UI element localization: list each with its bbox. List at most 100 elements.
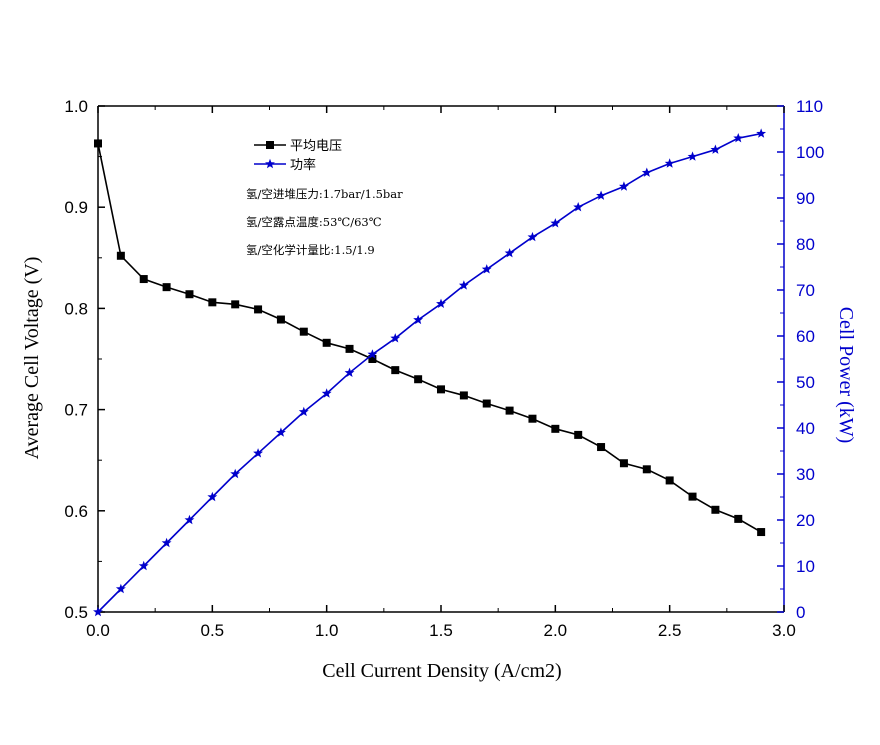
data-point-power bbox=[664, 158, 675, 168]
x-axis-title: Cell Current Density (A/cm2) bbox=[322, 660, 561, 682]
data-point-voltage bbox=[94, 139, 102, 148]
data-point-power bbox=[321, 388, 332, 398]
data-point-power bbox=[527, 231, 538, 242]
data-point-voltage bbox=[276, 315, 285, 324]
plot-frame bbox=[97, 105, 785, 613]
x-tick-label: 0.0 bbox=[86, 621, 110, 640]
y2-tick-label: 60 bbox=[796, 327, 815, 346]
data-point-power bbox=[93, 606, 103, 617]
data-point-voltage bbox=[482, 399, 491, 408]
data-point-voltage bbox=[551, 424, 560, 433]
data-point-voltage bbox=[254, 305, 263, 314]
annotation-stoichiometry: 氢/空化学计量比:1.5/1.9 bbox=[246, 243, 375, 257]
legend-label-voltage: 平均电压 bbox=[290, 139, 342, 154]
data-point-voltage bbox=[185, 290, 194, 299]
data-point-power bbox=[458, 280, 469, 290]
y2-tick-label: 70 bbox=[796, 281, 815, 300]
data-point-voltage bbox=[208, 298, 217, 307]
data-point-voltage bbox=[505, 406, 514, 415]
y2-tick-label: 30 bbox=[796, 465, 815, 484]
series-line-voltage bbox=[97, 143, 762, 533]
data-point-power bbox=[253, 448, 264, 458]
data-point-voltage bbox=[322, 338, 331, 347]
data-point-voltage bbox=[574, 430, 583, 439]
data-point-voltage bbox=[757, 528, 766, 537]
data-point-voltage bbox=[688, 492, 697, 501]
data-point-voltage bbox=[711, 505, 720, 514]
y-tick-label: 0.9 bbox=[64, 198, 88, 217]
data-point-power bbox=[413, 314, 424, 325]
data-point-power bbox=[344, 367, 355, 378]
data-point-power bbox=[367, 349, 378, 359]
data-point-power bbox=[207, 491, 218, 502]
data-point-voltage bbox=[437, 385, 445, 394]
data-point-power bbox=[298, 406, 309, 417]
data-point-power bbox=[641, 167, 652, 177]
data-point-voltage bbox=[734, 514, 743, 523]
x-tick-label: 1.0 bbox=[315, 621, 339, 640]
y2-tick-label: 0 bbox=[796, 603, 805, 622]
data-point-power bbox=[184, 514, 195, 525]
y2-axis-title: Cell Power (kW) bbox=[835, 307, 857, 444]
data-point-voltage bbox=[414, 375, 423, 384]
legend: 平均电压 功率 bbox=[254, 139, 342, 173]
data-point-power bbox=[618, 181, 629, 191]
data-point-power bbox=[138, 560, 149, 571]
data-point-power bbox=[115, 583, 126, 594]
y-axis-right: 0 10 20 30 40 50 60 70 80 90 100 110 bbox=[777, 97, 824, 622]
x-tick-label: 0.5 bbox=[201, 621, 225, 640]
y-axis-title: Average Cell Voltage (V) bbox=[21, 257, 43, 460]
y2-tick-label: 50 bbox=[796, 373, 815, 392]
annotation-pressure: 氢/空进堆压力:1.7bar/1.5bar bbox=[246, 187, 403, 201]
data-point-voltage bbox=[597, 443, 606, 452]
data-point-power bbox=[436, 298, 446, 309]
data-point-power bbox=[756, 128, 767, 138]
y-axis-left: 0.5 0.6 0.7 0.8 0.9 1.0 bbox=[64, 97, 105, 622]
data-point-power bbox=[687, 151, 698, 161]
y2-tick-label: 10 bbox=[796, 557, 815, 576]
x-axis: 0.0 0.5 1.0 1.5 2.0 2.5 3.0 bbox=[86, 106, 796, 640]
data-point-voltage bbox=[299, 327, 308, 336]
y2-tick-label: 110 bbox=[796, 97, 823, 116]
data-point-voltage bbox=[619, 459, 628, 468]
data-point-power bbox=[161, 537, 172, 548]
annotation-dewpoint: 氢/空露点温度:53℃/63℃ bbox=[246, 215, 382, 229]
data-point-power bbox=[573, 202, 584, 212]
y-tick-label: 0.7 bbox=[64, 401, 88, 420]
data-point-voltage bbox=[665, 476, 674, 485]
data-point-voltage bbox=[368, 355, 377, 363]
annotations: 氢/空进堆压力:1.7bar/1.5bar 氢/空露点温度:53℃/63℃ 氢/… bbox=[246, 187, 403, 257]
y2-tick-label: 90 bbox=[796, 189, 815, 208]
data-point-voltage bbox=[642, 465, 651, 474]
legend-item-power: 功率 bbox=[254, 157, 316, 173]
data-point-power bbox=[596, 190, 607, 200]
data-point-power bbox=[710, 144, 721, 154]
data-point-power bbox=[230, 468, 241, 479]
x-tick-label: 2.5 bbox=[658, 621, 682, 640]
data-point-voltage bbox=[391, 366, 400, 375]
data-point-power bbox=[504, 248, 515, 258]
y2-tick-label: 40 bbox=[796, 419, 815, 438]
data-point-power bbox=[481, 264, 492, 274]
series-line-power bbox=[97, 132, 762, 613]
legend-marker-voltage bbox=[266, 141, 274, 149]
y2-tick-label: 80 bbox=[796, 235, 815, 254]
series-layer bbox=[93, 128, 767, 617]
y-tick-label: 0.6 bbox=[64, 502, 88, 521]
y2-tick-label: 100 bbox=[796, 143, 824, 162]
legend-marker-power bbox=[265, 158, 275, 169]
legend-item-voltage: 平均电压 bbox=[254, 139, 342, 154]
x-tick-label: 2.0 bbox=[544, 621, 568, 640]
legend-label-power: 功率 bbox=[290, 157, 316, 173]
y-tick-label: 1.0 bbox=[64, 97, 88, 116]
y-tick-label: 0.8 bbox=[64, 299, 88, 318]
y2-tick-label: 20 bbox=[796, 511, 815, 530]
data-point-voltage bbox=[162, 283, 171, 292]
data-point-voltage bbox=[345, 344, 354, 353]
data-point-power bbox=[733, 133, 744, 143]
data-point-power bbox=[275, 427, 286, 437]
data-point-power bbox=[390, 333, 401, 343]
data-point-voltage bbox=[528, 414, 537, 423]
data-point-voltage bbox=[459, 391, 468, 400]
